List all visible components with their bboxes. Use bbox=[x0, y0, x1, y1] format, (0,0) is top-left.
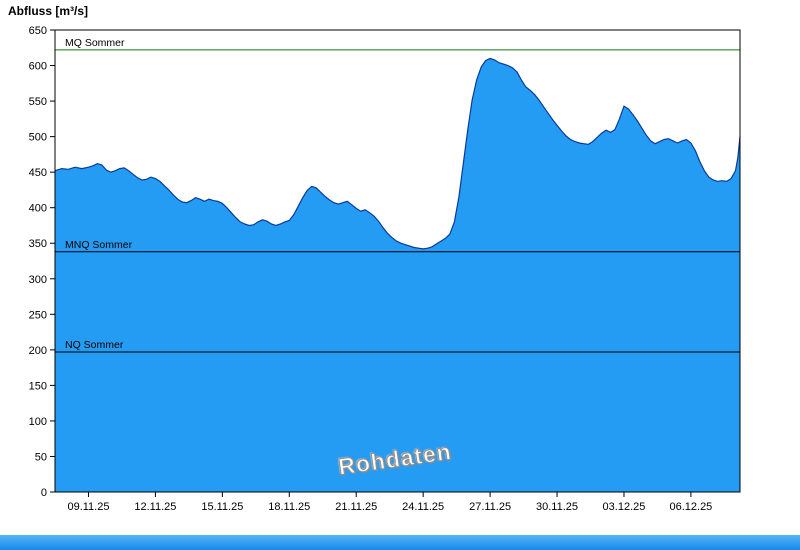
plot-border bbox=[54, 29, 741, 493]
x-axis-tick-label: 24.11.25 bbox=[402, 501, 444, 513]
x-axis-tick-label: 12.11.25 bbox=[134, 501, 176, 513]
discharge-chart: MQ Sommer MNQ Sommer NQ Sommer 0 50 100 150 200… bbox=[29, 25, 741, 513]
y-axis-tick-label: 500 bbox=[29, 132, 47, 144]
y-axis-tick-label: 250 bbox=[29, 309, 47, 321]
x-axis-tick-label: 18.11.25 bbox=[268, 501, 310, 513]
x-axis-tick-label: 21.11.25 bbox=[335, 501, 377, 513]
threshold-label-2: NQ Sommer bbox=[65, 339, 124, 351]
threshold-label-0: MQ Sommer bbox=[65, 37, 125, 49]
y-axis-tick-label: 50 bbox=[35, 451, 47, 463]
y-axis-tick-label: 200 bbox=[29, 345, 47, 357]
x-axis-tick-label: 30.11.25 bbox=[536, 501, 578, 513]
x-axis-tick-label: 06.12.25 bbox=[669, 501, 712, 513]
y-axis-tick-label: 350 bbox=[29, 238, 47, 250]
x-axis-tick-label: 15.11.25 bbox=[201, 501, 243, 513]
y-axis-tick-label: 450 bbox=[29, 167, 47, 179]
y-axis-tick-label: 600 bbox=[29, 61, 47, 73]
y-axis-tick-label: 550 bbox=[29, 96, 47, 108]
y-axis-tick-label: 400 bbox=[29, 203, 47, 215]
y-axis-tick-label: 150 bbox=[29, 380, 47, 392]
threshold-label-1: MNQ Sommer bbox=[65, 239, 133, 251]
y-axis-tick-label: 100 bbox=[29, 416, 47, 428]
x-axis-tick-label: 03.12.25 bbox=[603, 501, 646, 513]
footer-bar bbox=[0, 535, 800, 550]
x-axis-tick-label: 09.11.25 bbox=[67, 501, 109, 513]
y-axis-title: Abfluss [m³/s] bbox=[8, 4, 89, 18]
discharge-line bbox=[54, 57, 741, 250]
y-axis-tick-label: 650 bbox=[29, 25, 47, 37]
discharge-area bbox=[55, 58, 740, 493]
y-axis-tick-label: 300 bbox=[29, 274, 47, 286]
y-axis-tick-label: 0 bbox=[41, 487, 47, 499]
x-axis-tick-label: 27.11.25 bbox=[469, 501, 511, 513]
